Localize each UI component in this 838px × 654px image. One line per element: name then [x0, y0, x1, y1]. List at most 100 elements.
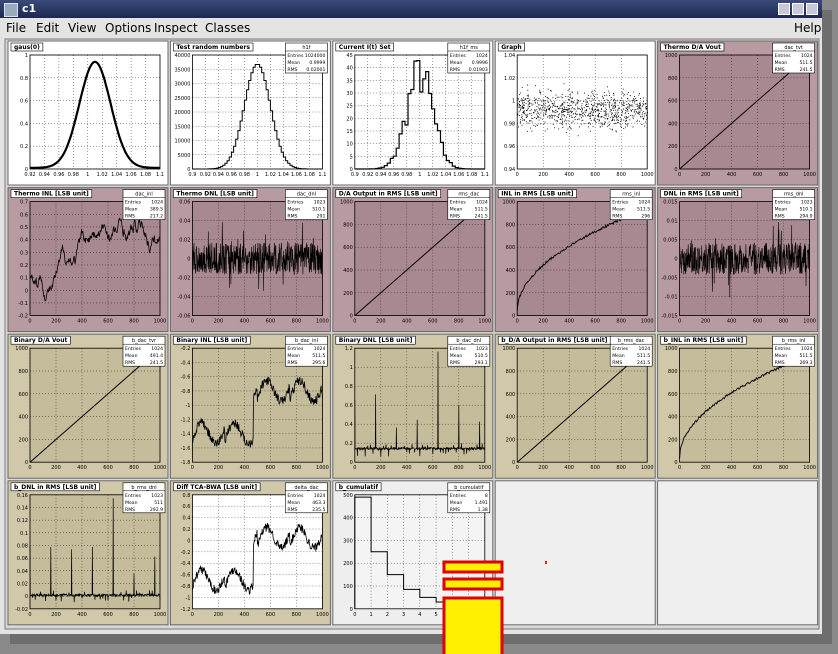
plot-point: [528, 96, 529, 97]
stats-label: Mean: [450, 207, 463, 213]
plot-point: [642, 116, 643, 117]
plot-point: [542, 110, 543, 111]
plot-point: [569, 99, 570, 100]
stats-name: rms_dac: [458, 192, 479, 198]
x-tick-label: 1000: [154, 612, 167, 618]
y-tick-label: 0.015: [663, 200, 677, 206]
plot-point: [557, 111, 558, 112]
plot-point: [594, 120, 595, 121]
plot-point: [554, 116, 555, 117]
stats-value: 1023: [314, 200, 326, 206]
y-tick-label: 0.7: [20, 200, 28, 206]
plot-point: [638, 105, 639, 106]
stats-label: Entries: [612, 346, 629, 352]
y-tick-label: -0.2: [181, 346, 191, 352]
plot-point: [545, 111, 546, 112]
plot-point: [563, 111, 564, 112]
x-tick-label: 600: [103, 465, 113, 471]
plot-point: [577, 99, 578, 100]
x-tick-label: 1.02: [265, 172, 276, 178]
plot-point: [604, 92, 605, 93]
x-tick-label: 0: [678, 172, 681, 178]
plot-point: [597, 115, 598, 116]
plot-point: [605, 110, 606, 111]
y-tick-label: 200: [18, 437, 28, 443]
plot-point: [609, 122, 610, 123]
stats-value: 511.5: [312, 353, 325, 359]
y-tick-label: 600: [668, 99, 678, 105]
plot-point: [567, 109, 568, 110]
plot-point: [535, 99, 536, 100]
plot-point: [622, 112, 623, 113]
plot-point: [526, 117, 527, 118]
pad-title: Graph: [501, 44, 522, 51]
plot-point: [621, 127, 622, 128]
plot-point: [535, 111, 536, 112]
plot-point: [636, 121, 637, 122]
plot-point: [607, 102, 608, 103]
x-tick-label: 5: [434, 612, 437, 618]
stats-name: delta_dac: [294, 485, 318, 491]
plot-point: [628, 113, 629, 114]
plot-point: [542, 107, 543, 108]
x-tick-label: 1.06: [453, 172, 464, 178]
plot-point: [621, 110, 622, 111]
plot-point: [528, 108, 529, 109]
plot-point: [548, 106, 549, 107]
x-tick-label: 800: [779, 465, 789, 471]
plot-point: [588, 98, 589, 99]
pad-title: Current I(t) Set: [339, 44, 391, 51]
y-tick-label: 10: [346, 142, 352, 148]
plot-point: [615, 105, 616, 106]
y-tick-label: 600: [343, 245, 353, 251]
pad[interactable]: [495, 481, 655, 625]
plot-point: [615, 110, 616, 111]
x-tick-label: 1000: [803, 465, 816, 471]
plot-point: [601, 108, 602, 109]
plot-point: [590, 113, 591, 114]
x-tick-label: 200: [51, 612, 61, 618]
plot-point: [564, 106, 565, 107]
x-tick-label: 0.96: [226, 172, 237, 178]
plot-point: [597, 105, 598, 106]
stats-label: Mean: [775, 353, 788, 359]
plot-point: [528, 100, 529, 101]
plot-point: [562, 127, 563, 128]
x-tick-label: 800: [779, 172, 789, 178]
pad-title: Diff TCA-BWA [LSB unit]: [176, 484, 257, 491]
plot-point: [542, 107, 543, 108]
y-tick-label: 1000: [665, 53, 678, 59]
plot-point: [598, 114, 599, 115]
plot-point: [555, 112, 556, 113]
plot-point: [537, 111, 538, 112]
x-tick-label: 400: [727, 172, 737, 178]
y-tick-label: 0.01: [666, 219, 677, 225]
plot-point: [568, 99, 569, 100]
plot-point: [571, 105, 572, 106]
plot-point: [557, 121, 558, 122]
pad[interactable]: [658, 481, 818, 625]
plot-point: [543, 103, 544, 104]
plot-point: [531, 103, 532, 104]
plot-point: [531, 115, 532, 116]
x-tick-label: 200: [701, 172, 711, 178]
plot-point: [640, 105, 641, 106]
plot-point: [605, 108, 606, 109]
